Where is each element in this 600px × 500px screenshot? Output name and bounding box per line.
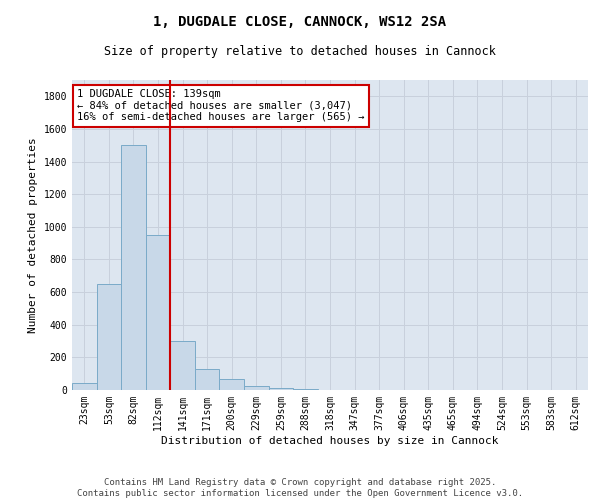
Text: 1, DUGDALE CLOSE, CANNOCK, WS12 2SA: 1, DUGDALE CLOSE, CANNOCK, WS12 2SA [154, 15, 446, 29]
Bar [244, 386, 269, 390]
Bar [97, 284, 121, 390]
Text: Size of property relative to detached houses in Cannock: Size of property relative to detached ho… [104, 45, 496, 58]
Bar [146, 235, 170, 390]
Bar [170, 341, 195, 390]
Bar [72, 384, 97, 390]
Bar [220, 380, 244, 390]
Y-axis label: Number of detached properties: Number of detached properties [28, 137, 38, 333]
Bar [269, 388, 293, 390]
Bar [293, 389, 318, 390]
Bar [195, 369, 220, 390]
Bar [121, 146, 146, 390]
Text: Contains HM Land Registry data © Crown copyright and database right 2025.
Contai: Contains HM Land Registry data © Crown c… [77, 478, 523, 498]
X-axis label: Distribution of detached houses by size in Cannock: Distribution of detached houses by size … [161, 436, 499, 446]
Text: 1 DUGDALE CLOSE: 139sqm
← 84% of detached houses are smaller (3,047)
16% of semi: 1 DUGDALE CLOSE: 139sqm ← 84% of detache… [77, 90, 365, 122]
